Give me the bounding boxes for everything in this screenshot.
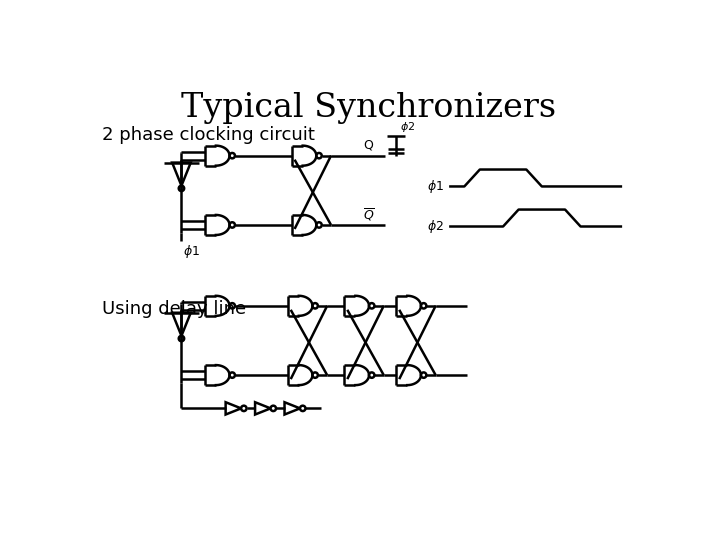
Text: $\phi$2: $\phi$2 xyxy=(400,120,415,134)
Text: 2 phase clocking circuit: 2 phase clocking circuit xyxy=(102,126,315,144)
Text: $\phi$1: $\phi$1 xyxy=(183,243,200,260)
Text: Q: Q xyxy=(363,139,373,152)
Text: $\phi$1: $\phi$1 xyxy=(427,178,444,195)
Text: Typical Synchronizers: Typical Synchronizers xyxy=(181,92,557,124)
Text: $\overline{Q}$: $\overline{Q}$ xyxy=(363,206,374,222)
Text: Using delay line: Using delay line xyxy=(102,300,246,318)
Text: $\phi$2: $\phi$2 xyxy=(427,218,444,235)
